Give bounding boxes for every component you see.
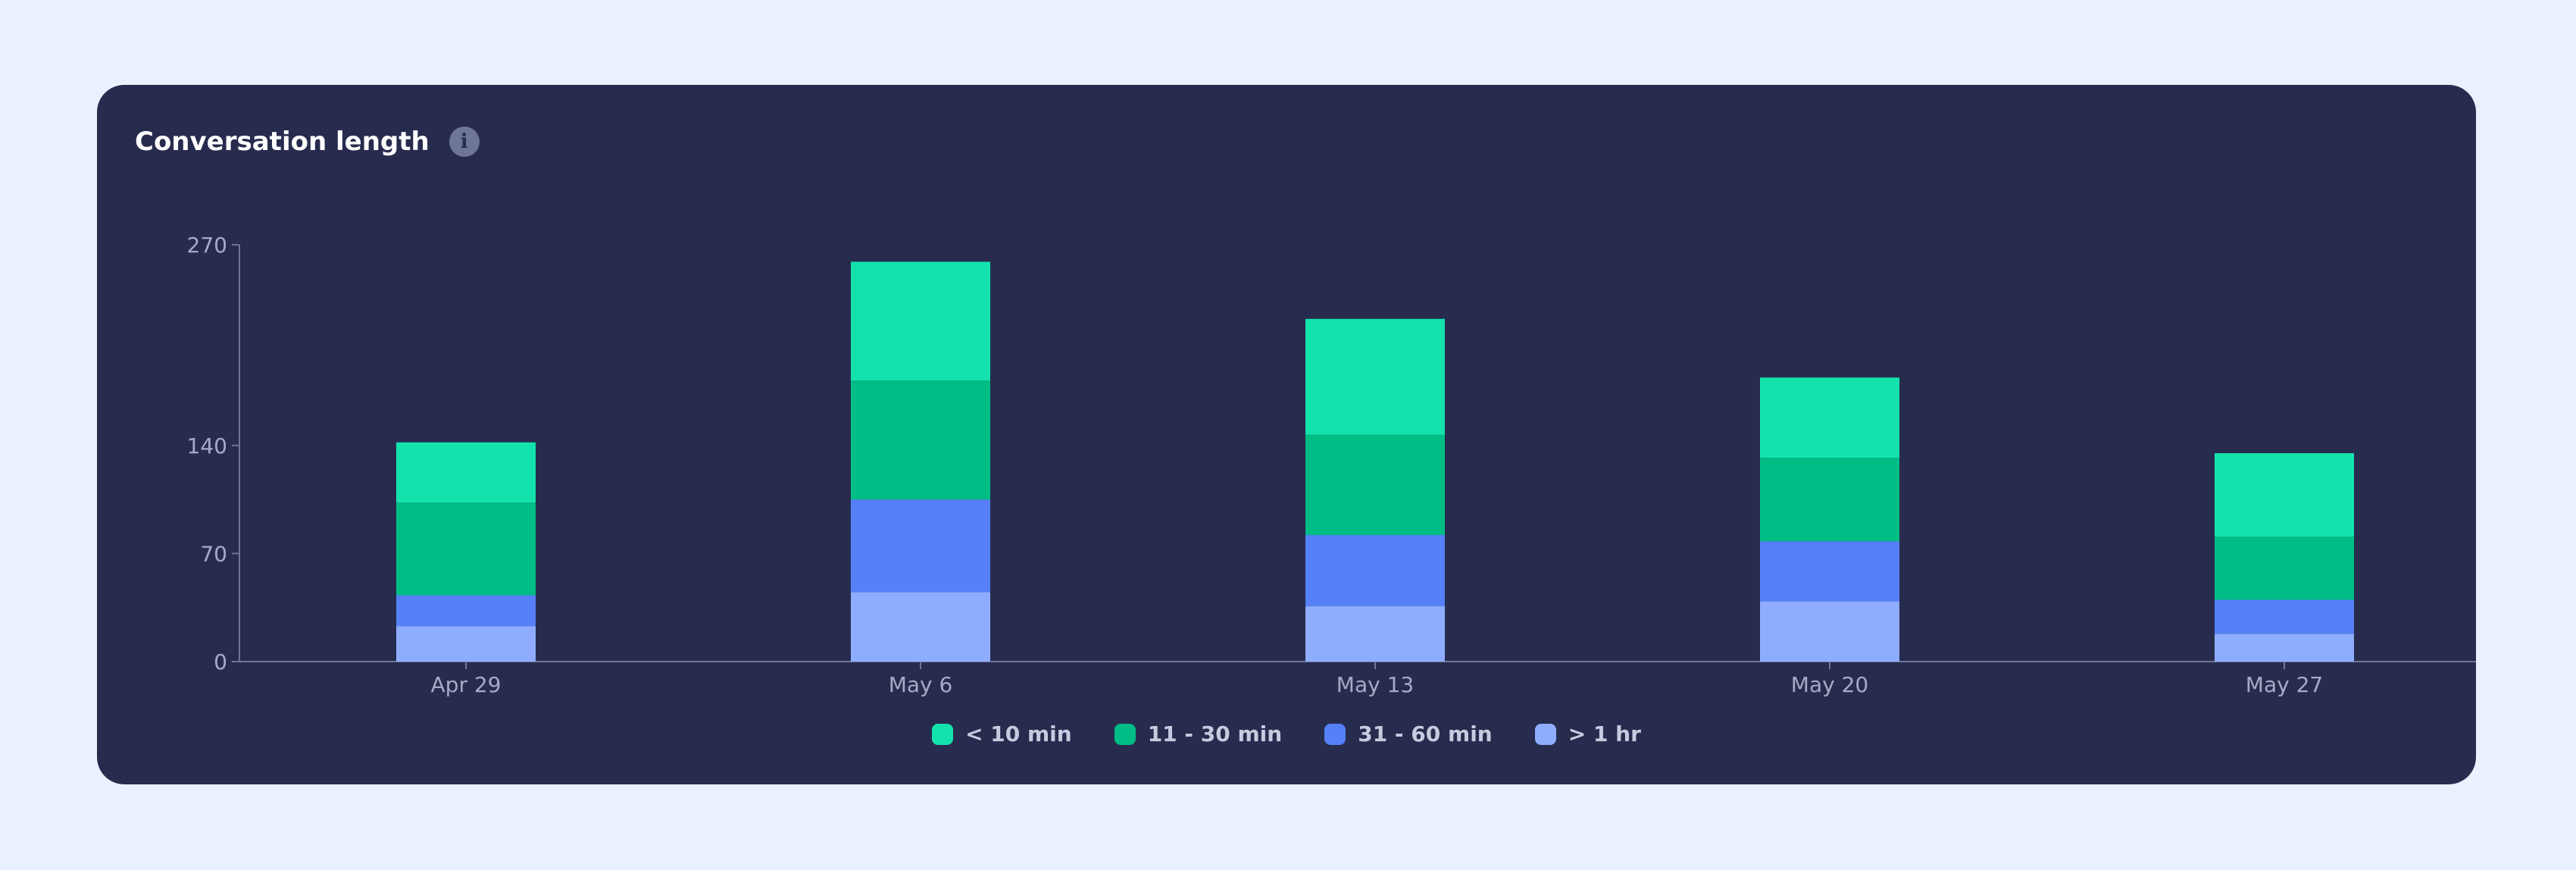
legend-label: < 10 min — [965, 721, 1072, 746]
chart-legend: < 10 min 11 - 30 min 31 - 60 min > 1 hr — [97, 721, 2476, 746]
bar-segment — [2215, 634, 2354, 662]
bar-segment — [851, 380, 990, 500]
bar-segment — [1760, 458, 1899, 542]
x-tick-label: May 20 — [1791, 672, 1868, 697]
legend-swatch — [1114, 723, 1136, 745]
legend-label: > 1 hr — [1568, 721, 1641, 746]
x-tick-label: May 6 — [889, 672, 953, 697]
bar-segment — [1305, 434, 1445, 535]
y-tick-label: 270 — [187, 233, 227, 258]
bar-segment — [396, 595, 536, 627]
x-tick-label: Apr 29 — [431, 672, 502, 697]
bar-segment — [396, 626, 536, 662]
bar-segment — [2215, 599, 2354, 634]
bar-segment — [1760, 541, 1899, 602]
bar-segment — [2215, 453, 2354, 537]
y-tick-label: 70 — [200, 541, 227, 566]
legend-item[interactable]: 11 - 30 min — [1114, 721, 1283, 746]
legend-item[interactable]: < 10 min — [932, 721, 1072, 746]
chart-card: Conversation length i 0 70 140 270 Apr 29 May… — [97, 85, 2476, 784]
legend-item[interactable]: > 1 hr — [1534, 721, 1641, 746]
y-tick-label: 0 — [214, 649, 227, 674]
bar-segment — [1305, 606, 1445, 662]
bar-segment — [1305, 534, 1445, 606]
legend-swatch — [1324, 723, 1346, 745]
bar-segment — [851, 499, 990, 593]
bar-segment — [851, 592, 990, 662]
info-icon[interactable]: i — [449, 127, 480, 157]
legend-label: 11 - 30 min — [1147, 721, 1283, 746]
stacked-bar-chart: 0 70 140 270 Apr 29 May 6 May 13 May 20 May 27 — [187, 233, 2476, 697]
legend-swatch — [1534, 723, 1556, 745]
legend-item[interactable]: 31 - 60 min — [1324, 721, 1493, 746]
bar-segment — [396, 502, 536, 596]
card-header: Conversation length i — [135, 127, 480, 157]
bar-segment — [2215, 537, 2354, 600]
x-tick-label: May 27 — [2246, 672, 2323, 697]
legend-swatch — [932, 723, 954, 745]
bar-segment — [1760, 601, 1899, 662]
bar-segment — [1305, 318, 1445, 435]
bar-segment — [396, 442, 536, 503]
legend-label: 31 - 60 min — [1358, 721, 1493, 746]
bar-segment — [1760, 377, 1899, 458]
bar-segment — [851, 261, 990, 381]
chart-title: Conversation length — [135, 127, 430, 157]
x-tick-label: May 13 — [1336, 672, 1414, 697]
y-tick-label: 140 — [187, 433, 227, 458]
